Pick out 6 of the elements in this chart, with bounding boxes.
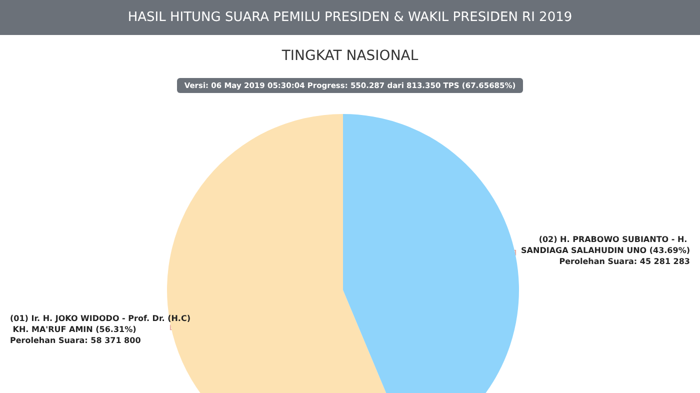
chart-title: HASIL HITUNG SUARA PEMILU PRESIDEN & WAKIL PRESIDEN RI 2019 bbox=[128, 10, 572, 25]
slice-label: (02) H. PRABOWO SUBIANTO - H. SANDIAGA SALAHUDIN UNO (43.69%) bbox=[521, 234, 690, 255]
data-label: Perolehan Suara: 45 281 283 bbox=[559, 256, 690, 266]
data-label: Perolehan Suara: 58 371 800 bbox=[10, 336, 142, 346]
slice-label: (01) Ir. H. JOKO WIDODO - Prof. Dr. (H.C) KH. MA'RUF AMIN (56.31%) bbox=[10, 314, 190, 334]
chart-subtitle: TINGKAT NASIONAL bbox=[282, 48, 418, 64]
